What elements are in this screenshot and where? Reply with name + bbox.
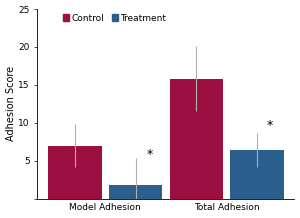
Text: *: *: [267, 119, 273, 132]
Text: *: *: [147, 148, 153, 162]
Bar: [48, 146, 102, 199]
Bar: [230, 150, 284, 199]
Bar: [109, 185, 162, 199]
Y-axis label: Adhesion Score: Adhesion Score: [6, 66, 16, 141]
Bar: [169, 79, 223, 199]
Legend: Control, Treatment: Control, Treatment: [62, 14, 167, 23]
